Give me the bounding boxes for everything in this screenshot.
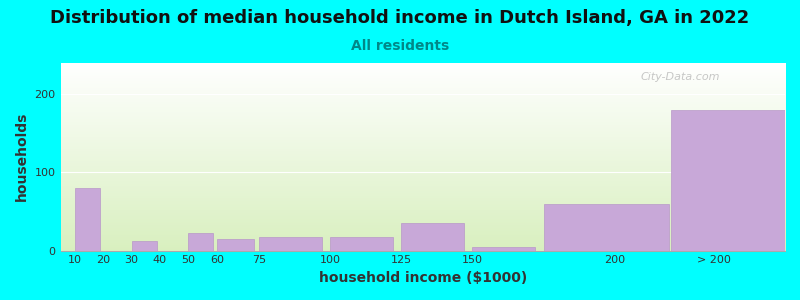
Bar	[74, 188, 100, 250]
Bar	[473, 247, 535, 250]
Text: Distribution of median household income in Dutch Island, GA in 2022: Distribution of median household income …	[50, 9, 750, 27]
Text: All residents: All residents	[351, 39, 449, 53]
Bar	[217, 239, 254, 250]
Bar	[188, 233, 214, 250]
Bar	[259, 237, 322, 250]
Text: City-Data.com: City-Data.com	[640, 72, 720, 82]
Y-axis label: households: households	[15, 112, 29, 202]
Bar	[402, 223, 464, 250]
Bar	[131, 241, 157, 250]
Bar	[671, 110, 796, 250]
X-axis label: household income ($1000): household income ($1000)	[318, 271, 527, 285]
Bar	[330, 236, 393, 250]
Bar	[543, 204, 669, 250]
